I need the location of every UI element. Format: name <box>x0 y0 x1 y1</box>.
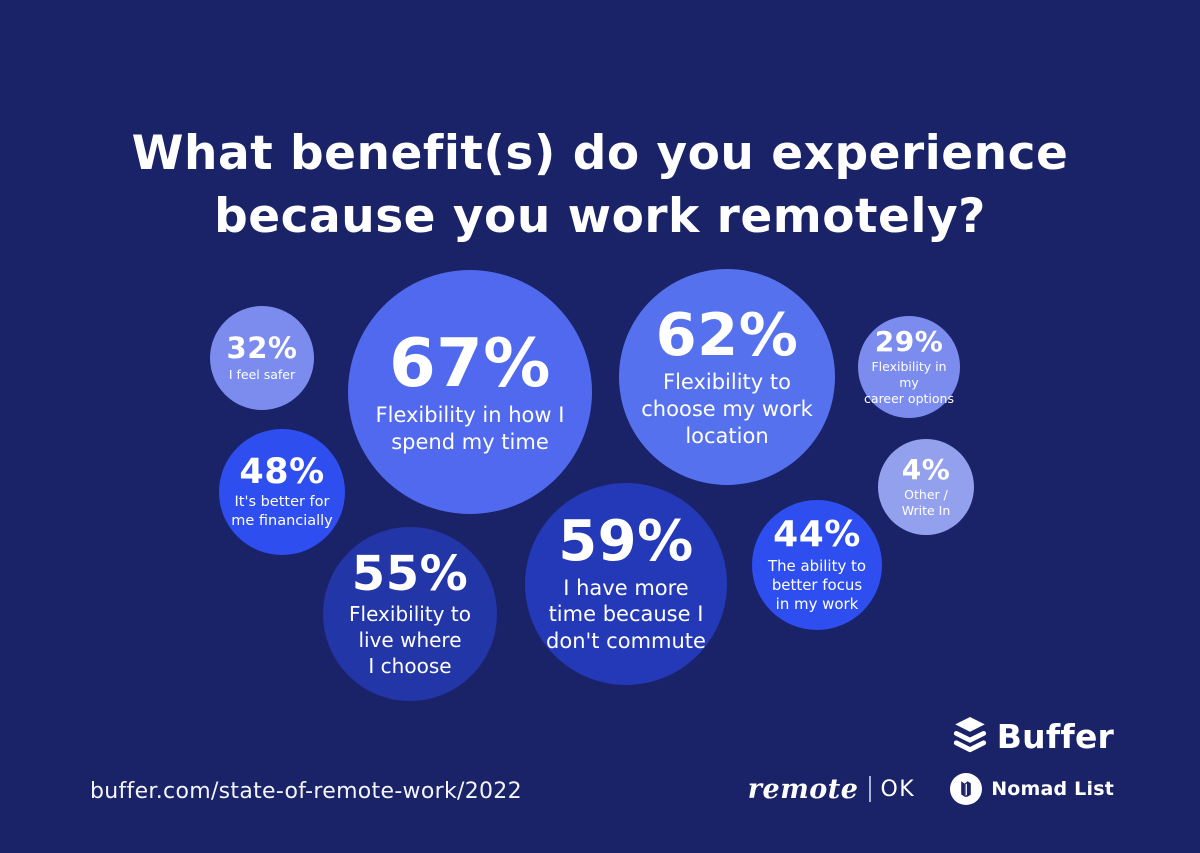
bubble-value: 48% <box>239 451 325 492</box>
bubble-value: 59% <box>558 508 694 574</box>
bubble-label: Flexibility in how I spend my time <box>375 402 565 454</box>
remote-wordmark: remote <box>747 773 859 805</box>
bubble-label: I have more time because I don't commute <box>546 575 706 654</box>
bubble-value: 29% <box>874 324 944 358</box>
page-title: What benefit(s) do you experience becaus… <box>131 126 1069 244</box>
bubble-59pct: 59% I have more time because I don't com… <box>525 483 727 685</box>
bubble-62pct: 62% Flexibility to choose my work locati… <box>619 269 835 485</box>
bubble-label: Other / Write In <box>901 487 951 519</box>
nomad-list-logo: Nomad List <box>949 772 1114 806</box>
bubble-label: Flexibility in my career options <box>864 359 954 407</box>
partners-row: remote OK Nomad List <box>748 772 1114 806</box>
buffer-wordmark: Buffer <box>996 716 1114 756</box>
bubble-value: 4% <box>901 452 951 486</box>
bubble-label: It's better for me financially <box>231 494 333 529</box>
buffer-logo: Buffer <box>952 716 1114 756</box>
bubble-48pct: 48% It's better for me financially <box>219 429 345 555</box>
bubble-32pct: 32% I feel safer <box>210 306 314 410</box>
bubble-value: 44% <box>773 513 861 555</box>
bubble-value: 32% <box>226 331 298 366</box>
bubble-4pct: 4% Other / Write In <box>878 439 974 535</box>
bubble-label: I feel safer <box>228 366 296 382</box>
nomad-list-icon <box>949 772 983 806</box>
bubble-value: 55% <box>351 545 469 602</box>
remote-ok-logo: remote OK <box>748 774 915 805</box>
buffer-stack-icon <box>952 716 988 756</box>
divider <box>869 776 872 802</box>
source-url: buffer.com/state-of-remote-work/2022 <box>90 779 522 804</box>
bubble-value: 67% <box>389 324 551 403</box>
bubble-label: Flexibility to choose my work location <box>641 370 813 448</box>
bubble-29pct: 29% Flexibility in my career options <box>858 316 960 418</box>
ok-wordmark: OK <box>880 776 916 802</box>
bubble-67pct: 67% Flexibility in how I spend my time <box>348 270 592 514</box>
nomad-list-wordmark: Nomad List <box>991 778 1114 800</box>
bubble-44pct: 44% The ability to better focus in my wo… <box>752 500 882 630</box>
bubble-55pct: 55% Flexibility to live where I choose <box>323 527 497 701</box>
footer-logos: Buffer remote OK Nomad List <box>748 716 1114 806</box>
bubble-label: The ability to better focus in my work <box>767 556 867 613</box>
bubble-label: Flexibility to live where I choose <box>349 602 471 678</box>
bubble-value: 62% <box>655 300 799 370</box>
